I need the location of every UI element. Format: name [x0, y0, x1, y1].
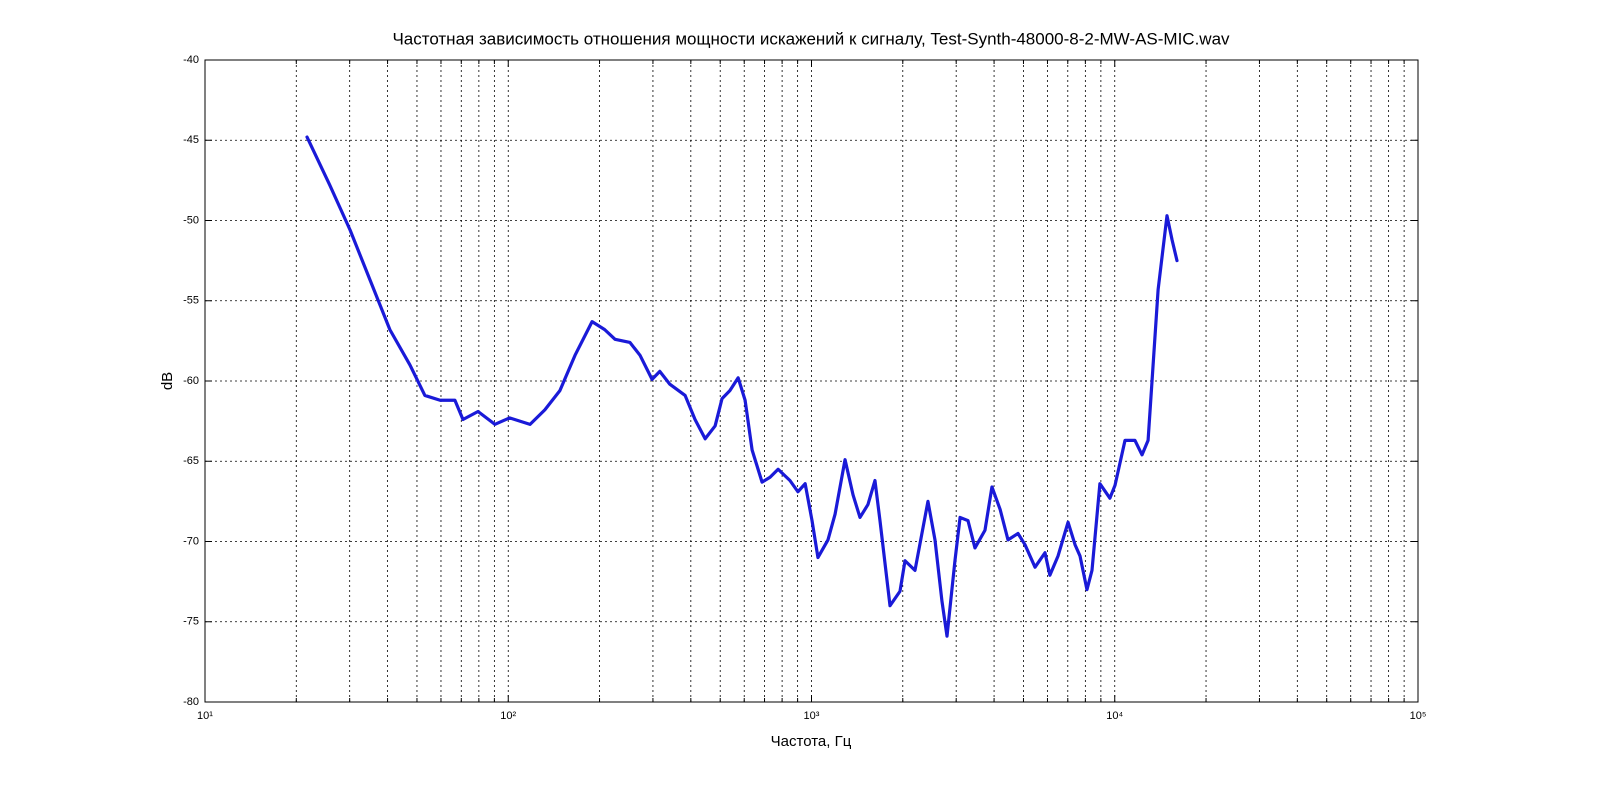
- plot-frame: [204, 59, 1419, 703]
- y-axis-label: dB: [159, 372, 176, 390]
- x-tick-label: 10²: [500, 710, 516, 722]
- y-tick-label: -50: [183, 214, 199, 226]
- y-tick-label: -65: [183, 455, 199, 467]
- y-tick-label: -70: [183, 535, 199, 547]
- x-tick-label: 10⁴: [1106, 710, 1123, 722]
- y-tick-label: -40: [183, 54, 199, 66]
- y-tick-label: -60: [183, 375, 199, 387]
- y-tick-label: -80: [183, 696, 199, 708]
- x-tick-label: 10¹: [197, 710, 213, 722]
- x-tick-label: 10⁵: [1410, 710, 1427, 722]
- y-tick-label: -45: [183, 134, 199, 146]
- chart-title: Частотная зависимость отношения мощности…: [392, 29, 1230, 48]
- y-tick-label: -75: [183, 616, 199, 628]
- x-tick-label: 10³: [804, 710, 820, 722]
- x-axis-label: Частота, Гц: [771, 733, 852, 750]
- y-tick-label: -55: [183, 295, 199, 307]
- data-line: [305, 135, 1179, 638]
